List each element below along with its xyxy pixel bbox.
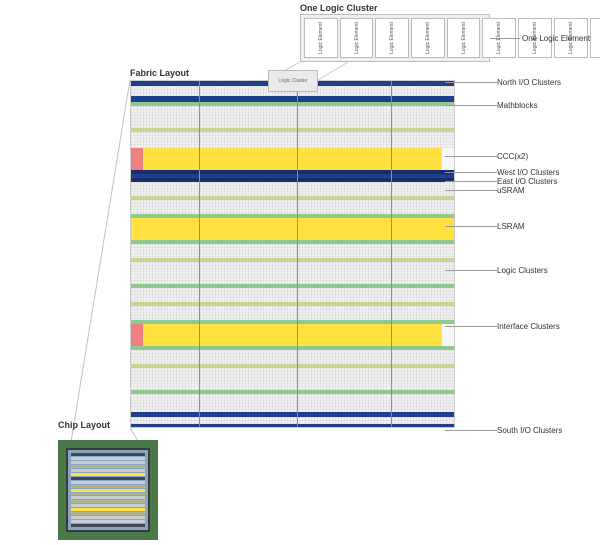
legend-leader-interface [445,326,497,327]
die-row [71,524,145,527]
fabric-row-grid [131,306,454,320]
die-row [71,469,145,472]
fabric-vline [391,81,392,427]
fabric-row-yellow [131,218,454,240]
legend-leader-west_io [445,172,497,173]
die-row [71,496,145,499]
die-row [71,508,145,511]
fabric-row-grid [131,288,454,302]
chip-die [66,448,150,532]
chip-package [58,440,158,540]
legend-leader-south_io [445,430,497,431]
legend-leader-mathblocks [445,105,497,106]
one-logic-cluster-title: One Logic Cluster [300,3,378,13]
legend-north_io: North I/O Clusters [497,78,561,87]
legend-usram: uSRAM [497,186,525,195]
die-row [71,453,145,456]
legend-interface: Interface Clusters [497,322,560,331]
die-row [71,493,145,496]
chip-layout-title: Chip Layout [58,420,110,430]
legend-leader-north_io [445,82,497,83]
legend-leader-lsram [445,226,497,227]
legend-lsram: LSRAM [497,222,525,231]
die-row [71,457,145,460]
logic-element: Logic Element [375,18,409,58]
fabric-row-grid [131,350,454,364]
fabric-row-grid [131,200,454,214]
die-row [71,512,145,515]
logic-element: Logic Element [304,18,338,58]
die-row [71,485,145,488]
legend-west_io: West I/O Clusters [497,168,560,177]
legend-leader-ccc [445,156,497,157]
fabric-row-grid [131,417,454,424]
ccc-block-right [131,324,143,346]
legend-east_io: East I/O Clusters [497,177,557,186]
fabric-row-grid [131,368,454,390]
fabric-row-grid [131,182,454,196]
fabric-vline [199,81,200,427]
legend-leader-logic_clusters [445,270,497,271]
logic-element: Logic Element [447,18,481,58]
logic-element: Logic Element [340,18,374,58]
fabric-layout-title: Fabric Layout [130,68,189,78]
die-row [71,500,145,503]
legend-logic_clusters: Logic Clusters [497,266,548,275]
die-row [71,477,145,480]
ccc-block-right [131,148,143,170]
logic-cluster-box: Logic ElementLogic ElementLogic ElementL… [300,14,490,62]
die-row [71,489,145,492]
fabric-row-yellow [143,324,442,346]
one-logic-element-label: One Logic Element [522,34,590,43]
legend-south_io: South I/O Clusters [497,426,562,435]
fabric-logic-cluster-popup: Logic Cluster [268,70,318,92]
fabric-vline [297,81,298,427]
die-row [71,481,145,484]
logic-element: Logic Element [411,18,445,58]
fabric-row-grid [131,262,454,284]
legend-ccc: CCC(x2) [497,152,528,161]
fabric-row-blue [131,424,454,428]
die-row [71,504,145,507]
fabric-row-yellow [143,148,442,170]
fabric-row-grid [131,132,454,148]
die-row [71,465,145,468]
fabric-layout-diagram [130,80,455,428]
logic-element-callout-line [490,38,520,39]
legend-leader-usram [445,190,497,191]
die-row [71,520,145,523]
legend-leader-east_io [445,181,497,182]
die-row [71,473,145,476]
legend-mathblocks: Mathblocks [497,101,537,110]
die-row [71,516,145,519]
fabric-row-grid [131,244,454,258]
fabric-row-grid [131,106,454,128]
fabric-row-grid [131,394,454,412]
logic-element: Logic Element [590,18,600,58]
die-row [71,461,145,464]
